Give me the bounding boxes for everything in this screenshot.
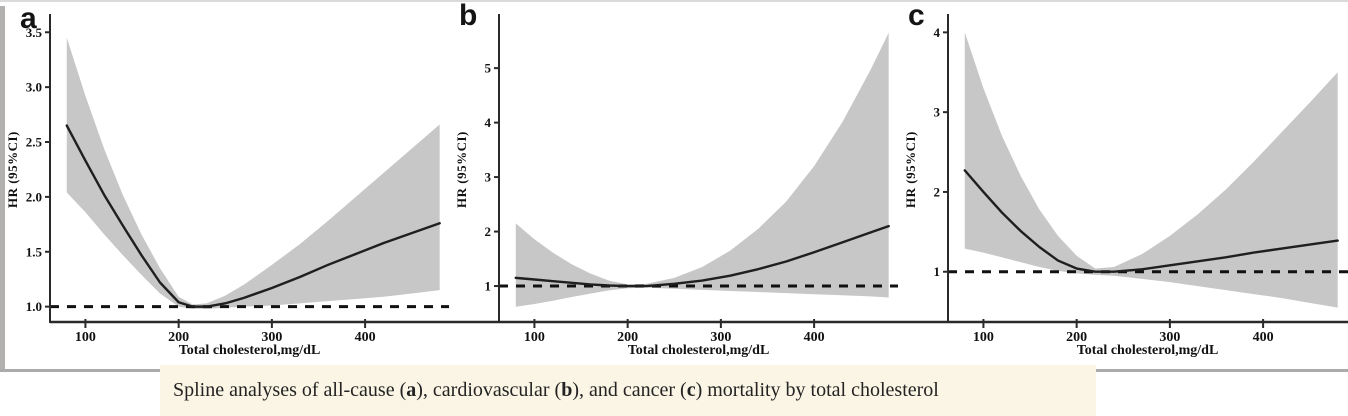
panel-label-a: a [20, 2, 37, 35]
panel-label-b: b [459, 0, 478, 32]
svg-text:300: 300 [1159, 330, 1180, 345]
svg-text:200: 200 [1066, 330, 1087, 345]
svg-text:4: 4 [934, 25, 941, 40]
svg-text:400: 400 [355, 330, 376, 345]
svg-text:300: 300 [261, 330, 282, 345]
caption-text: ), cardiovascular ( [416, 379, 562, 401]
panel-cardiovascular: 1 2 3 4 5 100 200 300 400 b HR (95%CI) Total cho… [449, 0, 898, 369]
x-axis-label-a: Total cholesterol,mg/dL [178, 343, 321, 358]
figure-border-left [0, 6, 5, 372]
figure-caption: Spline analyses of all-cause (a), cardio… [160, 365, 1096, 416]
svg-text:100: 100 [75, 330, 96, 345]
panel-label-c: c [908, 0, 925, 32]
svg-text:3: 3 [934, 105, 941, 120]
panel-cancer: 1 2 3 4 100 200 300 400 c HR (95%CI) Total chol… [898, 0, 1348, 369]
svg-text:200: 200 [168, 330, 189, 345]
x-axis-label-b: Total cholesterol,mg/dL [627, 343, 770, 358]
svg-text:200: 200 [617, 330, 638, 345]
svg-text:3.5: 3.5 [26, 25, 43, 40]
svg-text:3: 3 [485, 170, 492, 185]
svg-text:1: 1 [485, 279, 492, 294]
y-axis-label-a: HR (95%CI) [5, 131, 20, 209]
panel-all-cause: 1.0 1.5 2.0 2.5 3.0 3.5 100 200 300 400 a HR (95%… [0, 0, 449, 369]
y-axis-label-c: HR (95%CI) [903, 131, 918, 209]
y-axis-label-b: HR (95%CI) [454, 131, 469, 209]
figure-border-top [0, 0, 1348, 2]
spline-plot-all-cause: 1.0 1.5 2.0 2.5 3.0 3.5 100 200 300 400 [26, 14, 449, 345]
svg-text:100: 100 [973, 330, 994, 345]
svg-text:2: 2 [485, 224, 492, 239]
svg-text:400: 400 [804, 330, 825, 345]
caption-panel-ref: b [561, 379, 573, 401]
x-axis-label-c: Total cholesterol,mg/dL [1076, 343, 1219, 358]
spline-figure: 1.0 1.5 2.0 2.5 3.0 3.5 100 200 300 400 a HR (95%… [0, 0, 1348, 369]
caption-text: Spline analyses of all-cause ( [173, 379, 407, 401]
svg-text:2: 2 [934, 184, 941, 199]
svg-text:400: 400 [1253, 330, 1274, 345]
caption-panel-ref: c [686, 379, 696, 401]
svg-text:1: 1 [934, 264, 941, 279]
spline-plot-cardiovascular: 1 2 3 4 5 100 200 300 400 [449, 14, 898, 345]
svg-text:1.5: 1.5 [26, 244, 43, 259]
svg-text:2.0: 2.0 [26, 189, 42, 204]
svg-text:100: 100 [524, 330, 545, 345]
spline-plot-cancer: 1 2 3 4 100 200 300 400 [898, 14, 1348, 345]
svg-text:4: 4 [485, 115, 492, 130]
svg-text:1.0: 1.0 [26, 299, 42, 314]
caption-panel-ref: a [406, 379, 417, 401]
caption-text: ) mortality by total cholesterol [695, 379, 939, 401]
svg-text:5: 5 [485, 61, 492, 76]
svg-text:300: 300 [710, 330, 731, 345]
caption-text: ), and cancer ( [572, 379, 687, 401]
svg-text:3.0: 3.0 [26, 80, 42, 95]
svg-text:2.5: 2.5 [26, 135, 43, 150]
